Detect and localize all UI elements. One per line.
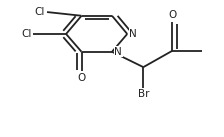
Text: N: N <box>129 29 137 39</box>
Text: Br: Br <box>138 89 149 99</box>
Text: O: O <box>168 10 177 20</box>
Text: O: O <box>78 73 86 83</box>
Text: Cl: Cl <box>21 29 31 39</box>
Text: Cl: Cl <box>35 7 45 17</box>
Text: N: N <box>114 47 122 57</box>
